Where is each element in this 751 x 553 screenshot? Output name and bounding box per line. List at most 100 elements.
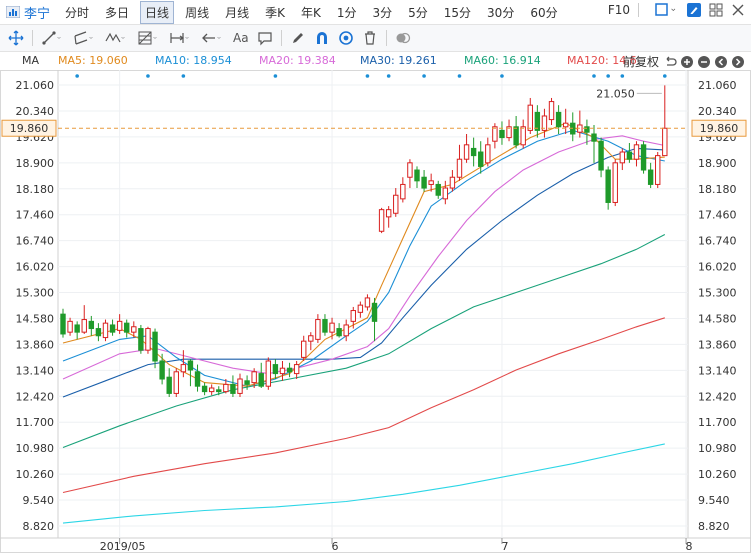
y-tick-label-left: 11.700 xyxy=(16,416,55,429)
event-marker-dot xyxy=(365,74,370,78)
y-tick-label-left: 10.260 xyxy=(16,468,55,481)
x-tick-label: 8 xyxy=(686,540,693,553)
candle-body xyxy=(449,176,456,189)
channel-tool[interactable] xyxy=(73,29,97,47)
candle-body xyxy=(216,389,222,393)
y-tick-label-right: 13.140 xyxy=(698,364,737,377)
tab-30fen[interactable]: 30分 xyxy=(487,5,515,20)
candle-body xyxy=(605,169,611,203)
tab-1fen[interactable]: 1分 xyxy=(336,5,357,20)
candle-body xyxy=(421,176,427,189)
wave-tool[interactable] xyxy=(105,29,129,47)
tab-jik[interactable]: 季K xyxy=(265,5,285,20)
scroll-right-icon[interactable] xyxy=(731,55,745,69)
visibility-tool[interactable] xyxy=(338,29,354,47)
y-tick-label-left: 12.420 xyxy=(16,390,55,403)
adjust-mode[interactable]: 前复权 xyxy=(622,55,659,69)
tab-rixian[interactable]: 日线 xyxy=(140,0,175,24)
tab-niank[interactable]: 年K xyxy=(300,5,321,20)
event-marker-dot xyxy=(620,74,625,78)
current-price-tag-left xyxy=(1,119,57,137)
tab-3fen[interactable]: 3分 xyxy=(372,5,393,20)
candle-body xyxy=(513,126,519,146)
candle-body xyxy=(357,304,364,313)
candle-body xyxy=(662,127,668,157)
candle-body xyxy=(555,111,562,128)
line-segment-icon xyxy=(42,31,56,45)
scroll-left-icon[interactable] xyxy=(714,55,728,69)
candle-body xyxy=(470,147,477,157)
drawing-toolbar: Aa xyxy=(0,25,751,52)
zoom-out-icon[interactable] xyxy=(697,55,711,69)
tab-yuexian[interactable]: 月线 xyxy=(225,5,250,20)
text-tool[interactable]: Aa xyxy=(233,31,249,45)
crosshair-move-tool[interactable] xyxy=(8,29,24,47)
arrow-tool[interactable] xyxy=(201,29,225,47)
undo-icon[interactable] xyxy=(663,55,677,69)
top-bar: 李宁 分时 多日 日线 周线 月线 季K 年K 1分 3分 5分 15分 30分… xyxy=(0,0,751,25)
candle-body xyxy=(407,162,413,178)
tab-duori[interactable]: 多日 xyxy=(105,5,130,20)
candle-body xyxy=(74,324,80,333)
candle-body xyxy=(286,367,293,373)
tab-60fen[interactable]: 60分 xyxy=(530,5,558,20)
candle-body xyxy=(187,360,194,371)
square-checkbox-icon[interactable] xyxy=(655,3,669,17)
candle-body xyxy=(385,209,392,218)
candle-body xyxy=(428,180,434,185)
event-marker-dot xyxy=(592,74,596,78)
ma30-line xyxy=(62,147,665,398)
parallel-channel-icon xyxy=(74,31,88,45)
fibonacci-tool[interactable] xyxy=(137,29,161,47)
tab-zhouxian[interactable]: 周线 xyxy=(185,5,210,20)
tab-fenshi[interactable]: 分时 xyxy=(65,5,90,20)
candle-body xyxy=(393,194,399,214)
stock-name[interactable]: 李宁 xyxy=(24,6,51,22)
chevron-down-icon xyxy=(121,36,125,39)
candle-body xyxy=(364,297,371,308)
close-icon[interactable] xyxy=(731,3,745,17)
y-tick-label-right: 18.180 xyxy=(698,183,737,196)
trash-icon xyxy=(364,31,375,45)
y-tick-label-left: 20.340 xyxy=(16,105,55,118)
ma5-line xyxy=(62,122,665,387)
x-tick-label: 7 xyxy=(501,540,508,553)
tab-5fen[interactable]: 5分 xyxy=(408,5,428,20)
magnet-icon xyxy=(316,32,327,44)
candle-body xyxy=(223,383,229,393)
tab-15fen[interactable]: 15分 xyxy=(443,5,472,20)
chevron-down-icon[interactable] xyxy=(671,3,679,17)
x-tick-label: 6 xyxy=(332,540,339,553)
ma5-value: MA5: 19.060 xyxy=(58,54,128,67)
candle-body xyxy=(378,209,385,232)
y-tick-label-right: 15.300 xyxy=(698,287,737,300)
chevron-down-icon xyxy=(89,36,93,39)
edit-tool[interactable] xyxy=(290,29,306,47)
candle-body xyxy=(640,144,647,171)
zoom-in-icon[interactable] xyxy=(680,55,694,69)
candle-body xyxy=(598,140,604,171)
range-tool[interactable] xyxy=(169,29,193,47)
ma10-line xyxy=(62,129,665,387)
candle-body xyxy=(584,126,590,133)
candle-body xyxy=(626,151,633,160)
line-tool[interactable] xyxy=(41,29,65,47)
pen-icon[interactable] xyxy=(687,3,701,17)
ma-label[interactable]: MA xyxy=(22,54,40,67)
candle-body xyxy=(138,328,144,351)
comment-tool[interactable] xyxy=(257,29,273,47)
toggle-tool[interactable] xyxy=(395,29,411,47)
magnet-tool[interactable] xyxy=(314,29,330,47)
delete-tool[interactable] xyxy=(362,29,378,47)
y-tick-label-right: 16.740 xyxy=(698,235,737,248)
candle-body xyxy=(414,169,420,182)
ma30-value: MA30: 19.261 xyxy=(360,54,437,67)
candle-body xyxy=(180,364,187,373)
y-tick-label-left: 17.460 xyxy=(16,209,55,222)
f10-button[interactable]: F10 xyxy=(608,3,639,17)
stock-logo-icon xyxy=(6,6,20,18)
candle-body xyxy=(655,155,661,185)
grid-icon[interactable] xyxy=(709,3,723,17)
candle-body xyxy=(279,367,286,375)
